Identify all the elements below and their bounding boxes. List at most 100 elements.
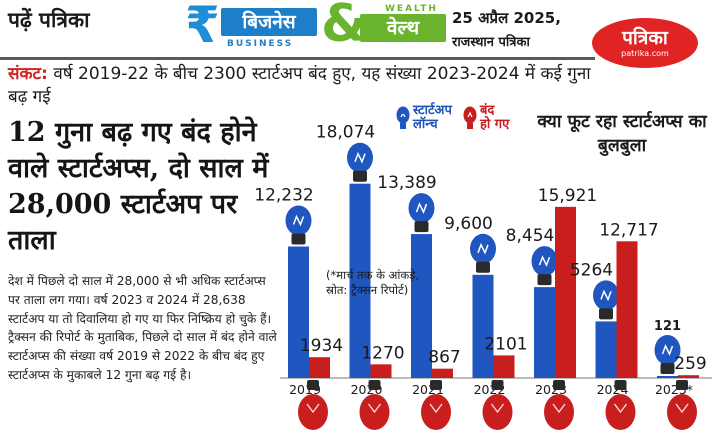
bulb-base [676,380,688,390]
legend-closed-line1: बंद [480,103,495,118]
bar-closed [432,368,453,378]
chart-note: (*मार्च तक के आंकड़े, स्रोत: ट्रैक्सन रि… [326,268,419,298]
launched-bulb-icon [531,246,558,286]
crisis-line: संकट: वर्ष 2019-22 के बीच 2300 स्टार्टअप… [8,63,608,109]
value-label-closed: 2101 [484,334,527,354]
value-label-closed: 259 [674,354,706,374]
bar-closed [555,206,576,378]
chart-note-line2: स्रोत: ट्रैक्सन रिपोर्ट) [326,283,409,297]
bulb-filament [600,289,612,302]
brand-business-en: BUSINESS [227,39,294,49]
publication-date: 25 अप्रैल 2025, [452,9,561,27]
bar-closed [493,355,515,378]
closed-bulb-icon [482,380,513,430]
patrika-logo: पत्रिका patrika.com [592,18,698,68]
launched-bulb-icon [396,106,410,129]
legend-closed-line2: हो गए [480,117,510,132]
bulb-base [476,261,490,273]
bar-launched [472,274,494,378]
legend-closed: बंद हो गए [480,104,509,132]
section-label: पढ़ें पत्रिका [8,8,90,32]
bar-launched [288,246,309,378]
launched-bulb-icon [470,233,496,273]
bulb-filament [306,403,320,414]
bar-launched [411,234,432,378]
legend-launched-line2: लॉन्च [413,117,438,132]
rupee-icon: ₹ [185,0,220,54]
chart-title: क्या फूट रहा स्टार्टअप्स का बुलबुला [537,112,707,156]
launched-bulb-icon [408,193,435,233]
bar-closed [309,357,330,378]
bulb-filament [292,214,305,227]
value-label-launched: 18,074 [316,123,375,143]
bulb-base [660,363,675,374]
bar-closed [370,364,392,378]
value-label-launched: 5264 [570,260,613,280]
bulb-filament [367,403,382,414]
bulb-filament [661,344,674,356]
bulb-base [537,274,552,286]
closed-bulb-icon [605,380,636,430]
logo-sub-text: patrika.com [621,49,669,58]
chart-note-line1: (*मार्च तक के आंकड़े, [326,268,419,282]
logo-main-text: पत्रिका [622,27,668,49]
brand-wealth-en: WEALTH [385,4,438,14]
brand-logo: ₹ बिजनेस BUSINESS & WEALTH वेल्थ [185,0,446,54]
value-label-launched: 8,454 [506,226,555,246]
legend-launched: स्टार्टअप लॉन्च [413,104,452,132]
bulb-filament [490,403,505,414]
value-label-closed: 12,717 [599,220,658,240]
value-label-launched: 121 [654,319,681,334]
header-divider [0,57,595,60]
bar-launched [657,376,678,378]
launched-bulb-icon [654,335,681,374]
crisis-text: वर्ष 2019-22 के बीच 2300 स्टार्टअप बंद ह… [8,64,591,107]
bulb-base [614,380,627,390]
bulb-filament [552,403,566,414]
bar-launched [349,183,371,378]
bulb-base [414,221,429,233]
closed-bulb-icon [544,380,574,430]
bar-launched [595,321,617,378]
bulb-filament [538,255,551,267]
bulb-base [353,170,367,182]
bulb-base [599,308,613,320]
closed-bulb-icon [359,380,390,430]
closed-bulb-icon [667,380,697,430]
closed-bulb-icon [298,380,328,430]
brand-ampersand: & [321,0,367,54]
bulb-base [553,380,565,390]
crisis-label: संकट: [8,64,48,84]
launched-bulb-icon [285,205,312,245]
value-label-closed: 1934 [300,336,343,356]
bulb-base [491,380,504,390]
bar-closed [616,241,638,378]
article-body: देश में पिछले दो साल में 28,000 से भी अध… [8,274,277,382]
bulb-filament [415,202,428,214]
launched-bulb-icon [347,142,373,182]
bulb-base [430,380,442,390]
bulb-base [291,233,306,245]
value-label-launched: 13,389 [377,173,436,193]
bulb-filament [429,403,443,414]
value-label-launched: 12,232 [254,186,313,206]
bulb-filament [477,242,489,255]
publication-name: राजस्थान पत्रिका [452,35,530,50]
bulb-base [368,380,381,390]
bulb-filament [354,151,366,164]
closed-bulb-icon [463,106,477,129]
value-label-closed: 15,921 [538,186,597,206]
bar-launched [534,287,555,378]
bulb-base [307,380,319,390]
headline: 12 गुना बढ़ गए बंद होने वाले स्टार्टअप्स… [8,117,269,256]
value-label-launched: 9,600 [444,214,493,234]
brand-business-hi: बिजनेस [221,8,317,36]
bar-closed [678,375,699,378]
closed-bulb-icon [421,380,451,430]
bulb-filament [675,403,689,414]
bulb-filament [613,403,628,414]
launched-bulb-icon [593,280,619,320]
legend-launched-line1: स्टार्टअप [413,103,452,118]
brand-wealth-hi: वेल्थ [360,14,446,42]
